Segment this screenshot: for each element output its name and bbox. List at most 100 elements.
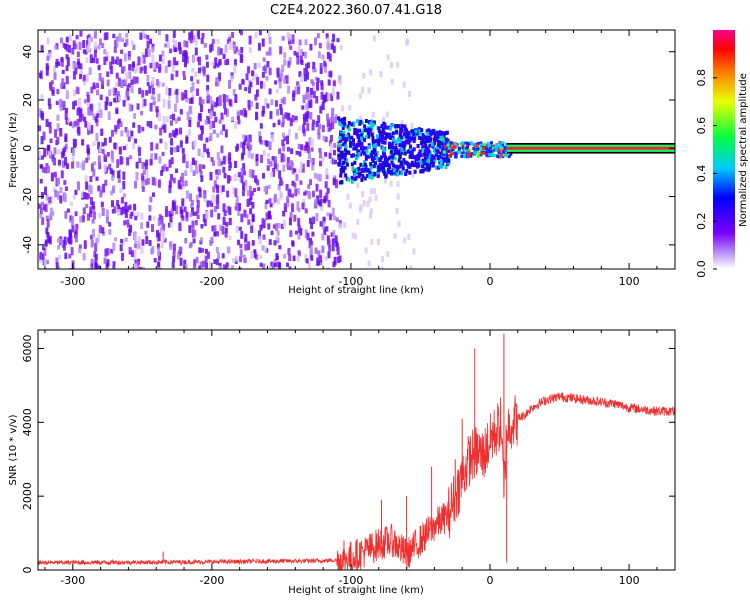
heat-cell — [307, 262, 311, 269]
heat-cell — [87, 106, 91, 116]
heat-cell — [90, 234, 94, 240]
heat-cell — [111, 88, 115, 95]
heat-cell — [97, 141, 101, 150]
heat-cell — [191, 93, 195, 98]
heat-cell — [157, 30, 161, 36]
heat-cell — [489, 141, 493, 145]
heat-cell — [235, 202, 239, 211]
heat-cell — [164, 209, 168, 217]
heat-cell — [263, 186, 267, 192]
heat-cell — [335, 217, 339, 222]
heat-cell — [140, 110, 144, 116]
heat-cell — [53, 171, 57, 178]
heat-cell — [202, 164, 206, 169]
heat-cell — [374, 152, 378, 157]
heat-cell — [109, 101, 113, 106]
heat-cell — [194, 211, 198, 216]
heat-cell — [141, 90, 145, 98]
heat-cell — [102, 231, 106, 237]
heat-cell — [390, 145, 394, 150]
heat-cell — [254, 32, 258, 39]
heat-cell — [330, 93, 334, 102]
heat-cell — [70, 247, 74, 256]
heat-cell — [142, 54, 146, 64]
heat-cell — [248, 35, 252, 45]
heat-cell — [157, 261, 161, 268]
heat-cell — [169, 213, 173, 223]
heat-cell — [432, 131, 436, 136]
heat-cell — [325, 92, 329, 102]
heat-cell — [333, 256, 337, 266]
heat-cell — [285, 75, 289, 84]
heat-cell — [275, 100, 279, 107]
heat-cell — [88, 37, 92, 46]
heat-cell — [367, 260, 371, 267]
heat-cell — [334, 114, 338, 119]
heat-cell — [377, 238, 381, 245]
heat-cell — [412, 138, 416, 143]
heat-cell — [210, 209, 214, 218]
heat-cell — [116, 170, 120, 179]
heat-cell — [116, 56, 120, 65]
heat-cell — [120, 130, 124, 137]
heat-cell — [201, 152, 205, 159]
heat-cell — [97, 233, 101, 243]
heat-cell — [89, 176, 93, 183]
heat-cell — [141, 239, 145, 246]
heat-cell — [486, 142, 490, 146]
heat-cell — [216, 39, 220, 45]
heat-cell — [304, 112, 308, 118]
heat-cell — [62, 42, 66, 48]
y-tick-label: 0 — [21, 145, 34, 152]
heat-cell — [453, 141, 457, 145]
heat-cell — [333, 142, 337, 148]
heat-cell — [171, 38, 175, 44]
heat-cell — [294, 230, 298, 235]
heat-cell — [494, 149, 498, 153]
heat-cell — [212, 111, 216, 117]
heat-cell — [238, 173, 242, 182]
heat-cell — [177, 180, 181, 189]
heat-cell — [191, 157, 195, 165]
heat-cell — [412, 248, 416, 255]
heat-cell — [226, 190, 230, 198]
heat-cell — [238, 203, 242, 211]
heat-cell — [141, 126, 145, 132]
heat-cell — [369, 161, 373, 166]
heat-cell — [232, 43, 236, 52]
x-tick-label: 0 — [487, 574, 494, 587]
heat-cell — [221, 253, 225, 259]
heat-cell — [268, 47, 272, 56]
heat-cell — [101, 207, 105, 217]
heat-cell — [188, 119, 192, 128]
heat-cell — [423, 161, 427, 166]
heat-cell — [421, 163, 425, 168]
heat-cell — [381, 146, 385, 151]
spectrogram-frame — [37, 29, 676, 270]
heat-cell — [259, 262, 263, 267]
heat-cell — [103, 164, 107, 173]
heat-cell — [348, 202, 352, 209]
heat-cell — [289, 117, 293, 127]
heat-cell — [501, 155, 505, 159]
heat-cell — [297, 84, 301, 89]
heat-cell — [209, 96, 213, 104]
heat-cell — [390, 142, 394, 147]
heat-cell — [435, 147, 439, 152]
heat-cell — [191, 82, 195, 92]
heat-cell — [309, 246, 313, 253]
heat-cell — [151, 46, 155, 53]
heat-cell — [163, 164, 167, 170]
heat-cell — [234, 94, 238, 104]
heat-cell — [124, 143, 128, 151]
heat-cell — [151, 81, 155, 89]
heat-cell — [148, 215, 152, 221]
heat-cell — [89, 54, 93, 64]
heat-cell — [116, 159, 120, 168]
heat-cell — [40, 46, 44, 52]
heat-cell — [360, 177, 364, 182]
heat-cell — [374, 161, 378, 166]
heat-cell — [438, 163, 442, 168]
heat-cell — [146, 221, 150, 228]
heat-cell — [101, 43, 105, 49]
